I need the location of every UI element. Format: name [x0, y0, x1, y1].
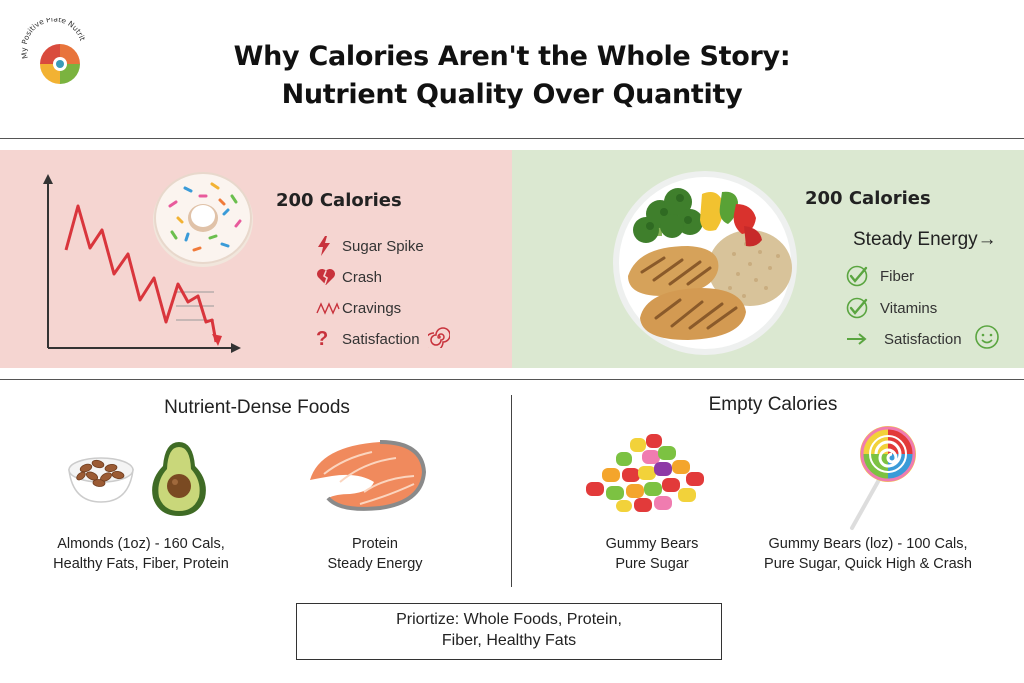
empty-calorie-panel: [0, 150, 512, 368]
chart-crash-line: [64, 204, 218, 343]
effect-satisfaction: ? Satisfaction: [316, 326, 451, 352]
nutrient-benefits-list: Fiber Vitamins Satisfaction: [846, 264, 1000, 352]
effect-sugar-spike: Sugar Spike: [316, 234, 450, 258]
protein-caption-line-1: Protein: [352, 536, 398, 552]
effect-label: Cravings: [342, 299, 402, 317]
almonds-bowl-image: [68, 457, 134, 503]
almonds-caption-line-2: Healthy Fats, Fiber, Protein: [53, 556, 229, 572]
salmon-image: [310, 440, 426, 511]
lollipop-image: [850, 426, 916, 530]
empty-effects-list: Sugar Spike Crash Cravings ? Satisfactio…: [316, 234, 451, 352]
donut-calories-label: 200 Calories: [276, 190, 402, 211]
benefit-fiber: Fiber: [846, 264, 1000, 288]
effect-label: Satisfaction: [342, 330, 420, 348]
spiral-icon: [423, 326, 451, 352]
title-line-1: Why Calories Aren't the Whole Story:: [233, 41, 791, 72]
almonds-caption: Almonds (1oz) - 160 Cals, Healthy Fats, …: [36, 534, 246, 574]
prioritize-line-2: Fiber, Healthy Fats: [441, 632, 577, 649]
gummy-bears-image: [586, 434, 704, 512]
effect-crash: Crash: [316, 265, 450, 289]
nutrient-dense-title: Nutrient-Dense Foods: [164, 397, 350, 418]
arrow-right-icon: [846, 328, 884, 350]
section-divider: [0, 379, 1024, 380]
check-icon: [846, 297, 880, 319]
prioritize-box: Priortize: Whole Foods, Protein, Fiber, …: [296, 603, 722, 660]
title-line-2: Nutrient Quality Over Quantity: [281, 79, 743, 110]
protein-caption: Protein Steady Energy: [300, 534, 450, 574]
prioritize-line-1: Priortize: Whole Foods, Protein,: [396, 611, 622, 628]
lollipop-caption-line-1: Gummy Bears (loz) - 100 Cals,: [768, 536, 968, 552]
lollipop-caption-line-2: Pure Sugar, Quick High & Crash: [764, 556, 972, 572]
chart-x-arrow: [231, 343, 241, 353]
chart-line-arrowhead: [212, 334, 222, 346]
page-title: Why Calories Aren't the Whole Story: Nut…: [150, 38, 874, 114]
chart-y-arrow: [43, 174, 53, 184]
effect-cravings: Cravings: [316, 296, 450, 320]
protein-caption-line-2: Steady Energy: [327, 556, 423, 572]
healthy-plate-image: [613, 171, 797, 355]
lollipop-caption: Gummy Bears (loz) - 100 Cals, Pure Sugar…: [748, 534, 988, 574]
benefit-satisfaction: Satisfaction: [846, 324, 1000, 354]
benefit-vitamins: Vitamins: [846, 296, 1000, 320]
avocado-image: [152, 442, 206, 516]
column-divider: [511, 395, 512, 587]
gummy-bears-caption: Gummy Bears Pure Sugar: [582, 534, 722, 574]
check-icon: [846, 265, 880, 287]
smiley-icon: [974, 324, 1000, 354]
plate-calories-label: 200 Calories: [805, 188, 931, 209]
steady-energy-label: Steady Energy→: [853, 229, 997, 250]
brand-logo: My Positive Plate Nutrition: [16, 11, 90, 90]
almonds-caption-line-1: Almonds (1oz) - 160 Cals,: [57, 536, 225, 552]
broken-heart-icon: [316, 266, 342, 288]
question-icon: ?: [316, 327, 329, 350]
effect-label: Crash: [342, 268, 383, 286]
benefit-label: Fiber: [880, 267, 915, 285]
empty-calories-title: Empty Calories: [708, 394, 838, 415]
zigzag-icon: [316, 297, 342, 319]
gummy-caption-line-2: Pure Sugar: [615, 556, 689, 572]
header-divider: [0, 138, 1024, 139]
gummy-caption-line-1: Gummy Bears: [605, 536, 699, 552]
benefit-label: Satisfaction: [884, 330, 962, 348]
benefit-label: Vitamins: [880, 299, 938, 317]
lightning-icon: [316, 235, 342, 257]
donut-image: [153, 172, 253, 267]
effect-label: Sugar Spike: [342, 237, 424, 255]
energy-crash-chart: [43, 174, 241, 353]
